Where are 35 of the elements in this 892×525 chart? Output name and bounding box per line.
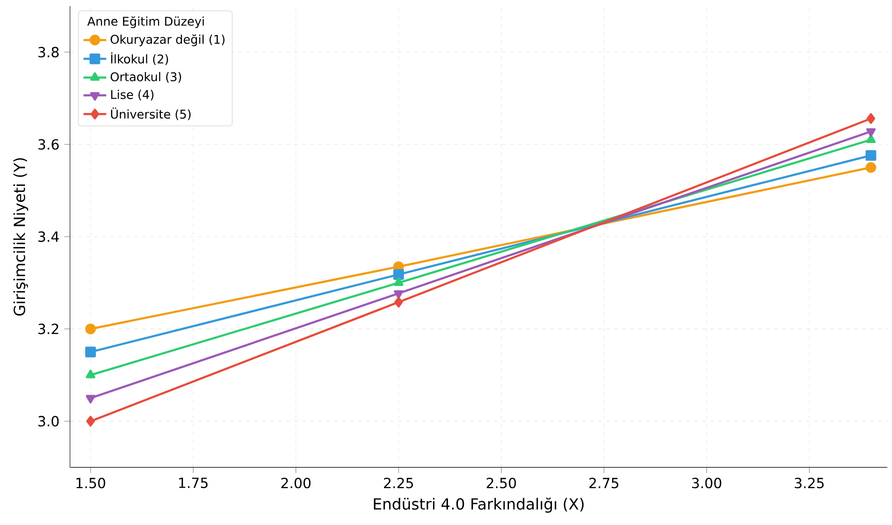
point bbox=[394, 290, 404, 299]
x-tick-label: 2.25 bbox=[384, 478, 413, 488]
point bbox=[394, 277, 404, 286]
point bbox=[86, 370, 96, 378]
point bbox=[86, 394, 96, 404]
point bbox=[86, 416, 95, 426]
x-tick-label: 2.75 bbox=[589, 478, 618, 488]
point bbox=[866, 150, 876, 161]
x-tick-label: 3.00 bbox=[692, 478, 722, 488]
legend-title: Anne Eğitim Düzeyi bbox=[87, 16, 204, 28]
x-tick-label: 3.25 bbox=[794, 478, 824, 488]
y-tick-label: 3.2 bbox=[38, 323, 58, 334]
y-tick-label: 3.4 bbox=[38, 231, 59, 242]
legend-label: Üniversite (5) bbox=[111, 107, 191, 120]
x-axis-title: Endüstri 4.0 Farkındalığı (X) bbox=[374, 497, 584, 513]
point bbox=[85, 346, 96, 358]
y-tick-label: 3.8 bbox=[38, 46, 59, 58]
legend-label: Ortaokul (3) bbox=[110, 72, 182, 83]
x-tick-label: 2.50 bbox=[486, 478, 516, 488]
y-tick-label: 3.6 bbox=[38, 138, 59, 150]
point bbox=[866, 113, 876, 124]
x-tick-label: 2.00 bbox=[281, 478, 311, 488]
legend-label: İlkokul (2) bbox=[111, 52, 168, 65]
y-axis-title: Girişimcilik Niyeti (Y) bbox=[13, 158, 28, 316]
x-tick-label: 1.75 bbox=[179, 478, 208, 488]
point bbox=[866, 162, 876, 173]
point bbox=[85, 323, 96, 334]
point bbox=[393, 269, 404, 280]
point bbox=[866, 134, 876, 143]
x-tick-label: 1.50 bbox=[76, 478, 106, 488]
legend-label: Lise (4) bbox=[111, 90, 154, 100]
point bbox=[394, 296, 403, 308]
point bbox=[866, 128, 876, 137]
legend-label: Okuryazar değil (1) bbox=[110, 34, 224, 46]
y-tick-label: 3.0 bbox=[38, 416, 59, 426]
